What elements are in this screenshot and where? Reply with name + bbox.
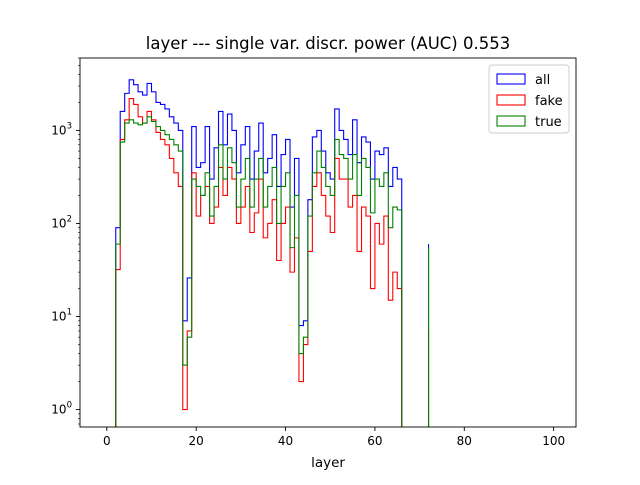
x-axis-label: layer (311, 455, 345, 471)
series-line-fake (115, 97, 430, 427)
x-tick-label: 0 (103, 434, 111, 448)
y-tick-label: 102 (51, 214, 72, 230)
x-tick-label: 20 (189, 434, 204, 448)
series-group (115, 79, 430, 427)
x-tick-label: 40 (278, 434, 293, 448)
series-line-true (115, 116, 430, 427)
legend-label-all: all (535, 73, 550, 88)
legend-label-true: true (535, 115, 562, 130)
chart-title: layer --- single var. discr. power (AUC)… (146, 34, 510, 53)
legend: all fake true (488, 64, 570, 134)
axes-frame (79, 57, 577, 428)
legend-swatch-true (496, 115, 526, 127)
x-tick-label: 80 (457, 434, 472, 448)
legend-label-fake: fake (535, 94, 563, 109)
plot-area: 0 20 40 60 80 100 100 101 102 103 all fake true (51, 57, 577, 448)
y-tick-label: 101 (51, 308, 72, 324)
y-tick-label: 103 (51, 121, 72, 137)
series-line-all (115, 79, 430, 427)
legend-swatch-all (496, 73, 526, 85)
legend-swatch-fake (496, 94, 526, 106)
x-tick-label: 60 (367, 434, 382, 448)
x-tick-label: 100 (542, 434, 565, 448)
y-tick-label: 100 (51, 401, 72, 417)
